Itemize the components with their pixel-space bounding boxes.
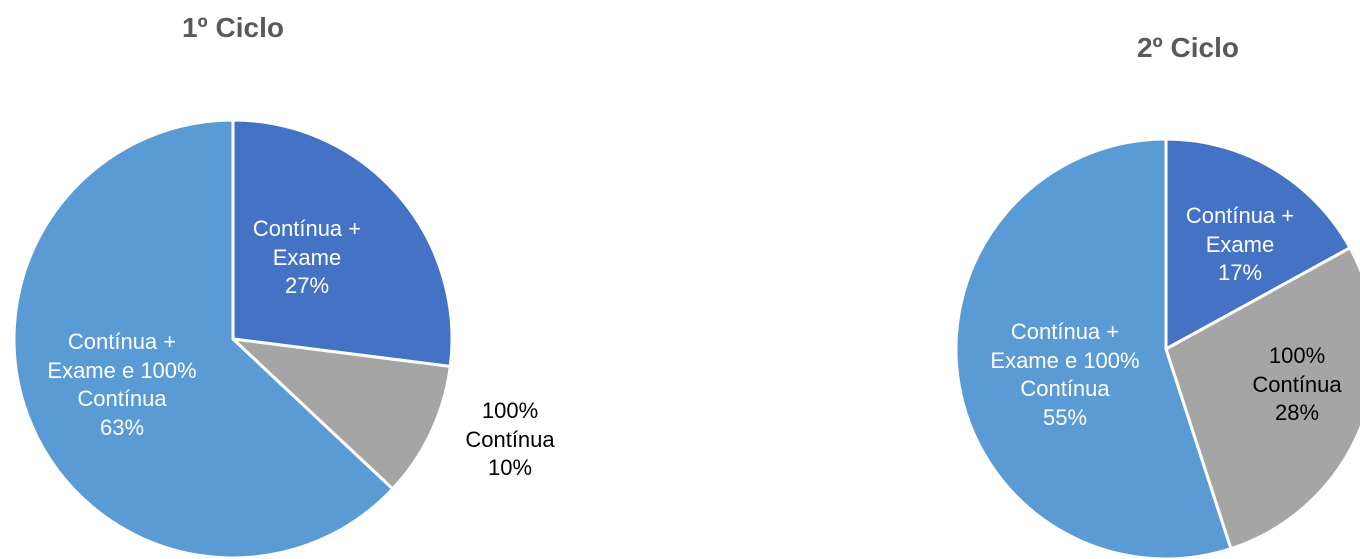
slice-label: Contínua + Exame 27% xyxy=(237,215,377,301)
category-label: 100% Contínua xyxy=(1252,343,1342,397)
category-label: Contínua + Exame xyxy=(1185,203,1295,257)
slice-label: 100% Contínua 28% xyxy=(1232,342,1360,428)
value-label: 28% xyxy=(1274,400,1320,426)
pie-slice xyxy=(1164,245,1360,551)
pie-slice xyxy=(228,336,452,492)
category-label: Contínua + Exame xyxy=(252,216,362,270)
category-label: 100% Contínua xyxy=(465,398,555,452)
slice-label: Contínua + Exame e 100% Contínua 55% xyxy=(985,318,1145,432)
chart-title: 2º Ciclo xyxy=(1136,32,1240,63)
chart-title: 1º Ciclo xyxy=(181,12,285,43)
slice-label: Contínua + Exame 17% xyxy=(1170,202,1310,288)
value-label: 10% xyxy=(487,455,533,481)
slice-label: 100% Contínua 10% xyxy=(445,397,575,483)
pie-slice xyxy=(954,137,1233,559)
pie-slice xyxy=(231,118,454,369)
value-label: 27% xyxy=(284,273,330,299)
category-label: Contínua + Exame e 100% Contínua xyxy=(47,328,197,411)
slice-label: Contínua + Exame e 100% Contínua 63% xyxy=(42,328,202,442)
value-label: 63% xyxy=(99,414,145,440)
category-label: Contínua + Exame e 100% Contínua xyxy=(990,318,1140,401)
pie-slice xyxy=(1164,137,1353,352)
pie-slice xyxy=(12,118,395,559)
value-label: 55% xyxy=(1042,404,1088,430)
value-label: 17% xyxy=(1217,260,1263,286)
